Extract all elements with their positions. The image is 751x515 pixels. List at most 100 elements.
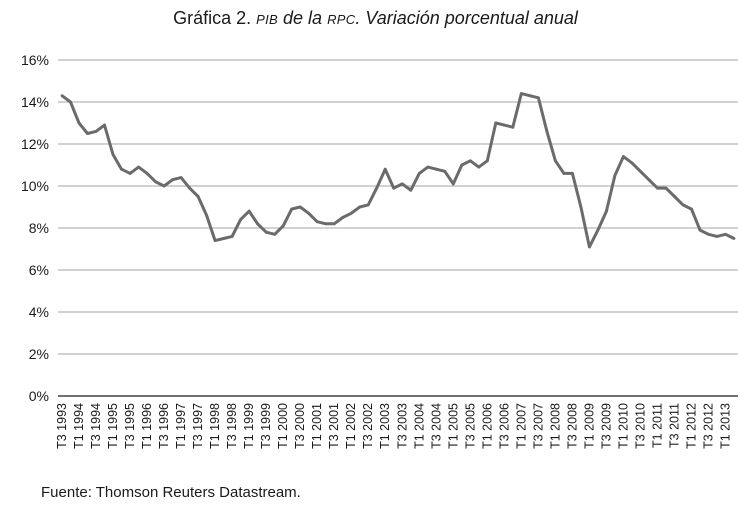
data-point [256,222,260,226]
x-tick-label: T3 1998 [225,403,239,449]
x-tick-label: T3 2004 [429,403,443,449]
source-note: Fuente: Thomson Reuters Datastream. [41,484,301,501]
x-tick-label: T3 1994 [89,403,103,449]
x-tick-label: T3 2012 [701,403,715,449]
data-point [222,237,226,240]
data-point [77,121,81,125]
data-point [622,155,625,159]
x-tick-label: T1 2000 [276,403,290,449]
data-point [596,228,600,232]
data-point [443,169,447,173]
gridlines [58,59,738,397]
data-point [341,216,345,219]
data-point [528,94,532,98]
x-tick-label: T3 2011 [667,403,681,448]
data-point [383,167,387,171]
y-tick-label: 14% [21,94,49,110]
data-point [307,211,311,215]
data-point [332,222,336,226]
data-point [511,125,515,129]
data-point [111,153,115,156]
x-tick-label: T1 1997 [174,403,188,449]
data-point [724,232,727,236]
x-tick-label: T3 2002 [361,403,375,449]
data-point [366,203,370,207]
x-tick-label: T1 2009 [582,403,596,449]
x-tick-label: T1 1996 [140,403,154,449]
data-point [570,172,574,175]
x-tick-label: T1 1994 [72,403,86,449]
x-tick-label: T3 2008 [565,403,579,449]
data-point [698,228,702,232]
y-tick-label: 16% [21,52,49,68]
y-tick-label: 4% [29,304,49,320]
x-tick-label: T3 1993 [55,403,69,449]
data-point [128,172,132,175]
y-tick-label: 2% [29,346,49,362]
data-point [154,180,157,184]
data-point [196,195,200,198]
x-tick-label: T1 1998 [208,403,222,449]
data-point [477,165,481,169]
data-point [409,188,413,192]
data-point [553,159,557,163]
data-point [579,205,583,209]
x-tick-label: T3 2007 [531,403,545,449]
x-tick-label: T3 2001 [327,403,341,449]
data-point [69,100,72,104]
x-tick-label: T1 2007 [514,403,528,449]
x-tick-label: T1 2005 [446,403,460,449]
data-point [230,235,234,238]
data-point [213,239,217,243]
x-tick-label: T1 2001 [310,403,324,449]
data-point [86,132,89,135]
data-point [587,245,591,249]
x-tick-label: T1 2011 [650,403,664,448]
data-point [188,186,191,190]
x-tick-label: T3 1996 [157,403,171,449]
data-point [605,209,608,213]
data-point [690,207,693,211]
x-tick-label: T3 2000 [293,403,307,449]
data-point [290,207,294,211]
data-point [715,235,719,238]
y-tick-label: 6% [29,262,49,278]
data-point [392,186,396,190]
x-tick-label: T3 1995 [123,403,137,449]
x-tick-label: T3 2009 [599,403,613,449]
data-point [562,172,566,175]
data-point [281,224,285,228]
data-point [502,123,506,127]
data-point [485,159,489,163]
data-point [358,205,362,209]
data-point [630,161,634,165]
x-tick-label: T1 2003 [378,403,392,449]
data-point [639,169,642,173]
data-point [451,182,455,186]
data-point [60,94,64,98]
data-point [205,214,209,217]
chart-title: Gráfica 2. PIB de la RPC. Variación porc… [0,8,751,29]
x-tick-label: T1 2012 [684,403,698,449]
data-point [120,167,123,171]
data-point [460,163,464,167]
x-tick-label: T3 1997 [191,403,205,449]
y-tick-label: 12% [21,136,49,152]
x-tick-label: T3 2003 [395,403,409,449]
x-tick-label: T1 2002 [344,403,358,449]
data-point [349,211,353,215]
x-tick-label: T1 1995 [106,403,120,449]
data-point [613,174,617,177]
chart-title-acronym-2: RPC [327,12,356,27]
data-point [426,165,430,169]
data-point [536,96,540,100]
y-tick-label: 8% [29,220,49,236]
data-point [681,203,685,207]
x-tick-label: T1 2008 [548,403,562,449]
series-line [61,92,735,249]
x-tick-label: T1 2006 [480,403,494,449]
data-point [162,184,166,188]
x-tick-label: T1 1999 [242,403,256,449]
data-point [732,237,736,240]
